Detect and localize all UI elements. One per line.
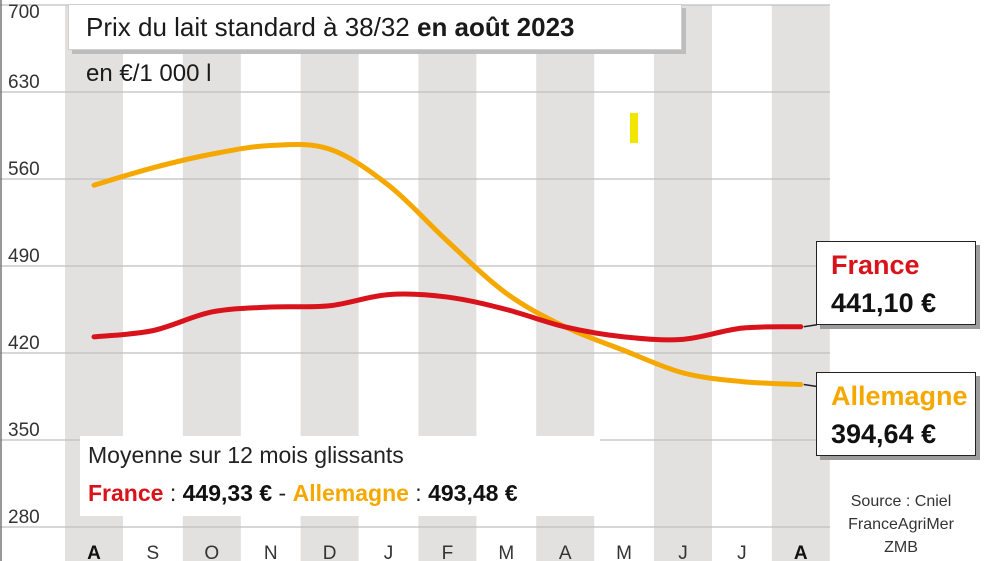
y-tick-label: 560 — [8, 159, 40, 180]
germany-connector — [803, 383, 818, 388]
y-tick-label: 630 — [8, 72, 40, 93]
x-tick-label: D — [323, 543, 337, 561]
y-tick-label: 350 — [8, 420, 40, 441]
average-values: France : 449,33 € - Allemagne : 493,48 € — [88, 480, 518, 506]
y-tick-label: 280 — [8, 507, 40, 528]
title-box — [68, 4, 682, 50]
average-france-value: 449,33 € — [182, 480, 273, 506]
france-callout-name: France — [831, 250, 920, 280]
germany-callout-name: Allemagne — [831, 381, 968, 411]
france-connector — [803, 324, 818, 328]
x-tick-label: J — [737, 543, 747, 561]
chart-title: Prix du lait standard à 38/32 en août 20… — [86, 12, 575, 42]
y-axis-ticks: 280 350 420 490 560 630 700 — [8, 2, 40, 528]
x-tick-label: A — [794, 543, 808, 561]
x-tick-label: M — [498, 543, 514, 561]
unit-label: en €/1 000 l — [86, 60, 212, 87]
source-note: Source : Cniel FranceAgriMer ZMB — [848, 493, 954, 556]
x-tick-label: S — [147, 543, 160, 561]
x-tick-label: J — [384, 543, 394, 561]
y-tick-label: 420 — [8, 333, 40, 354]
x-tick-label: A — [559, 543, 572, 561]
average-box: Moyenne sur 12 mois glissants France : 4… — [80, 436, 600, 516]
y-tick-label: 700 — [8, 2, 40, 23]
x-tick-label: A — [87, 543, 101, 561]
france-callout-value: 441,10 € — [831, 288, 937, 318]
average-title: Moyenne sur 12 mois glissants — [88, 442, 404, 468]
germany-callout: Allemagne 394,64 € — [816, 372, 976, 456]
y-tick-label: 490 — [8, 246, 40, 267]
x-tick-label: N — [264, 543, 278, 561]
germany-callout-value: 394,64 € — [831, 419, 937, 449]
x-tick-label: M — [616, 543, 632, 561]
average-germany-label: Allemagne — [292, 480, 409, 506]
x-tick-label: J — [678, 543, 688, 561]
france-callout: France 441,10 € — [816, 241, 976, 325]
gridlines — [0, 0, 830, 561]
series-lines — [91, 142, 818, 388]
average-germany-value: 493,48 € — [428, 480, 518, 506]
stripe — [654, 5, 712, 561]
x-tick-label: O — [204, 543, 219, 561]
average-france-label: France — [88, 480, 164, 506]
x-tick-label: F — [442, 543, 454, 561]
yellow-marker — [630, 113, 638, 143]
